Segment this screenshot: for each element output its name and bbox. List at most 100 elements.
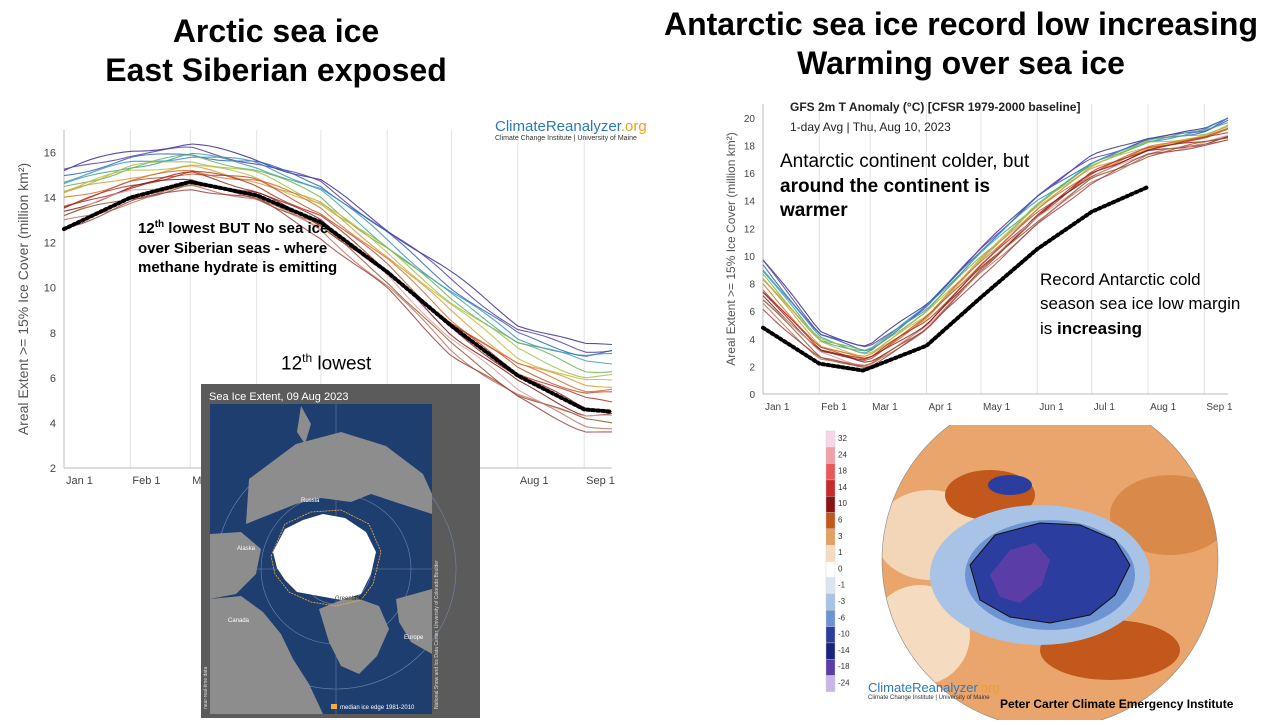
scale-swatch xyxy=(825,495,836,513)
map-label-canada: Canada xyxy=(228,618,250,624)
scale-swatch xyxy=(825,430,836,448)
historical-year-line xyxy=(762,135,1229,363)
scale-swatch xyxy=(825,561,836,578)
logo-sub: Climate Change Institute | University of… xyxy=(495,135,637,142)
historical-year-line xyxy=(762,128,1229,359)
historical-year-line xyxy=(63,164,613,381)
historical-year-line xyxy=(63,143,613,346)
label-sup: th xyxy=(302,351,313,365)
scale-label: 1 xyxy=(838,548,843,557)
scale-label: 10 xyxy=(838,499,847,508)
anomaly-field xyxy=(882,425,1218,720)
antarctic-chart-svg: Jan 1 Feb 1 Mar 1 Apr 1 May 1 Jun 1 Jul 1 Aug 1… xyxy=(724,104,1233,413)
anomaly-cold-spot xyxy=(988,475,1032,495)
historical-year-line xyxy=(63,178,613,417)
y-tick-label: 10 xyxy=(744,252,756,263)
map-legend-swatch xyxy=(331,704,337,709)
antarctic-title: Antarctic sea ice record low increasing … xyxy=(655,5,1267,83)
y-tick-label: 2 xyxy=(749,362,755,373)
y-tick-label: 6 xyxy=(50,373,56,385)
x-tick-label: Jun 1 xyxy=(1039,402,1064,413)
scale-swatch xyxy=(825,479,836,497)
historical-year-line xyxy=(762,127,1229,362)
map-title: Sea Ice Extent, 09 Aug 2023 xyxy=(209,391,348,403)
ant-note1-b: around the continent is warmer xyxy=(780,175,991,222)
note-text: lowest BUT No sea ice over Siberian seas… xyxy=(138,220,338,276)
map-land-greenland xyxy=(319,596,389,674)
map-sea-ice xyxy=(273,514,376,600)
note-sup: th xyxy=(154,219,165,230)
antarctic-title-line-1: Antarctic sea ice record low increasing xyxy=(663,6,1258,42)
climate-reanalyzer-logo-2: ClimateReanalyzer.org Climate Change Ins… xyxy=(868,680,1000,701)
map-land-eurasia xyxy=(246,432,432,524)
scale-swatch xyxy=(825,577,836,595)
scale-label: 14 xyxy=(838,483,847,492)
x-tick-label: Jan 1 xyxy=(66,475,93,487)
x-tick-label: Jan 1 xyxy=(765,402,790,413)
x-tick-label: Sep 1 xyxy=(1206,402,1233,413)
historical-year-line xyxy=(762,124,1229,355)
current-year-line xyxy=(761,184,1151,373)
scale-label: -10 xyxy=(838,630,850,639)
climate-reanalyzer-logo: ClimateReanalyzer.org Climate Change Ins… xyxy=(495,118,647,142)
y-axis-label: Areal Extent >= 15% Ice Cover (million k… xyxy=(724,132,738,365)
scale-label: -24 xyxy=(838,679,850,688)
map-side-left: near-real-time data xyxy=(203,667,209,709)
scale-label: -1 xyxy=(838,581,846,590)
map-label-alaska: Alaska xyxy=(237,546,256,552)
sea-ice-map-svg: Sea Ice Extent, 09 Aug 2023 Russia Alask… xyxy=(203,391,457,714)
x-tick-label: Jul 1 xyxy=(1094,402,1116,413)
y-tick-label: 16 xyxy=(44,148,56,160)
scale-swatch xyxy=(825,626,836,644)
map-side-credit: National Snow and Ice Data Center, Unive… xyxy=(434,560,440,709)
y-tick-label: 12 xyxy=(744,224,756,235)
anomaly-header: GFS 2m T Anomaly (°C) [CFSR 1979-2000 ba… xyxy=(790,100,1081,114)
anomaly-subheader: 1-day Avg | Thu, Aug 10, 2023 xyxy=(790,120,951,134)
scale-label: -18 xyxy=(838,662,850,671)
y-tick-label: 8 xyxy=(50,328,56,340)
arctic-title: Arctic sea ice East Siberian exposed xyxy=(90,12,462,90)
x-tick-label: Feb 1 xyxy=(132,475,160,487)
sea-ice-extent-map: Sea Ice Extent, 09 Aug 2023 Russia Alask… xyxy=(201,384,480,718)
y-tick-label: 6 xyxy=(749,307,755,318)
y-tick-label: 4 xyxy=(749,335,755,346)
logo-tld: .org xyxy=(620,118,647,135)
map-label-europe: Europe xyxy=(404,635,424,641)
ant-note2-b: increasing xyxy=(1057,318,1143,338)
scale-swatch xyxy=(825,463,836,481)
logo-brand: ClimateReanalyzer xyxy=(495,118,621,135)
scale-label: 6 xyxy=(838,516,843,525)
scale-label: 24 xyxy=(838,450,847,459)
map-median-edge xyxy=(270,509,382,607)
note-prefix: 12 xyxy=(138,220,155,237)
historical-year-line xyxy=(63,173,612,394)
x-tick-label: Apr 1 xyxy=(928,402,952,413)
historical-year-line xyxy=(63,169,613,393)
antarctic-annotation-2: Record Antarctic cold season sea ice low… xyxy=(1040,268,1250,341)
label-prefix: 12 xyxy=(281,353,303,375)
map-label-greenland: Greenland xyxy=(335,596,363,602)
ant-note2-a: Record Antarctic cold season sea ice low… xyxy=(1040,270,1241,338)
x-tick-label: May 1 xyxy=(983,402,1011,413)
y-tick-label: 20 xyxy=(744,114,756,125)
scale-swatch xyxy=(825,544,836,562)
antarctic-title-line-2: Warming over sea ice xyxy=(797,45,1125,82)
historical-year-line xyxy=(63,189,612,433)
y-tick-label: 12 xyxy=(44,238,56,250)
y-tick-label: 0 xyxy=(749,390,755,401)
scale-swatch xyxy=(825,528,836,546)
historical-year-line xyxy=(762,137,1229,367)
current-year-line xyxy=(62,179,614,414)
ant-note1-a: Antarctic continent colder, but xyxy=(780,151,1030,172)
x-tick-label: Feb 1 xyxy=(821,402,847,413)
map-land-alaska xyxy=(210,532,261,599)
y-tick-label: 4 xyxy=(50,418,56,430)
y-tick-label: 14 xyxy=(44,193,56,205)
scale-swatch xyxy=(825,593,836,611)
scale-label: -6 xyxy=(838,613,846,622)
antarctic-coastline xyxy=(969,522,1131,624)
map-land-canada xyxy=(210,596,323,714)
x-tick-label: Aug 1 xyxy=(520,475,549,487)
